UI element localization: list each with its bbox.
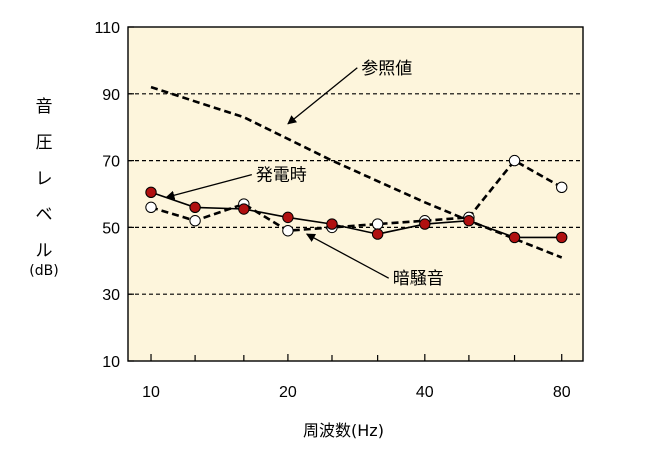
annotation-arrow-1	[165, 174, 252, 200]
y-tick-label-70: 70	[102, 154, 120, 171]
marker-2-0	[145, 201, 157, 214]
marker-1-2	[238, 203, 250, 215]
marker-2-9	[556, 181, 568, 194]
annotation-2: 暗騒音	[393, 269, 444, 289]
marker-1-6	[419, 218, 431, 230]
marker-1-5	[371, 228, 384, 240]
plot-frame	[127, 26, 584, 362]
marker-2-5	[371, 218, 384, 230]
annotation-1: 発電時	[256, 166, 307, 186]
x-axis-title: 周波数(Hz)	[303, 421, 384, 440]
y-axis-unit: (dB)	[29, 263, 58, 279]
y-axis-title-char: レ	[36, 169, 53, 189]
annotation-0: 参照値	[361, 59, 412, 79]
x-tick-label-20: 20	[279, 384, 297, 401]
y-tick-label-10: 10	[102, 354, 120, 371]
y-tick-label-30: 30	[102, 287, 120, 304]
series-line-2	[150, 158, 563, 233]
series-line-1	[150, 191, 562, 239]
marker-1-7	[463, 215, 475, 227]
plot-area	[128, 27, 583, 361]
x-tick-label-80: 80	[553, 384, 571, 401]
x-tick-label-10: 10	[142, 384, 160, 401]
marker-1-0	[145, 186, 157, 199]
series-layer	[150, 85, 563, 259]
y-axis-title-char: ル	[36, 241, 53, 261]
y-tick-label-110: 110	[94, 20, 120, 37]
marker-1-8	[508, 231, 521, 244]
marker-1-3	[282, 211, 294, 224]
y-axis-title-char: ベ	[36, 205, 53, 225]
x-tick-label-40: 40	[416, 384, 434, 401]
axis-ticks	[128, 26, 563, 362]
marker-1-4	[326, 218, 338, 230]
y-tick-label-90: 90	[102, 87, 120, 104]
series-line-0	[150, 85, 563, 259]
y-axis-title-char: 音	[36, 97, 53, 117]
annotation-arrow-0	[287, 67, 358, 125]
y-axis-title-char: 圧	[36, 133, 53, 153]
annotation-arrow-2	[305, 233, 390, 279]
marker-1-9	[556, 231, 568, 244]
marker-1-1	[189, 201, 201, 214]
marker-2-1	[189, 215, 201, 227]
markers-layer	[145, 154, 568, 244]
marker-2-8	[508, 154, 521, 167]
gridlines	[128, 93, 583, 295]
marker-2-3	[282, 225, 294, 237]
axis-labels: 10 30 50 70 90 110 10 20 40 80	[94, 20, 570, 401]
y-tick-label-50: 50	[102, 220, 120, 237]
